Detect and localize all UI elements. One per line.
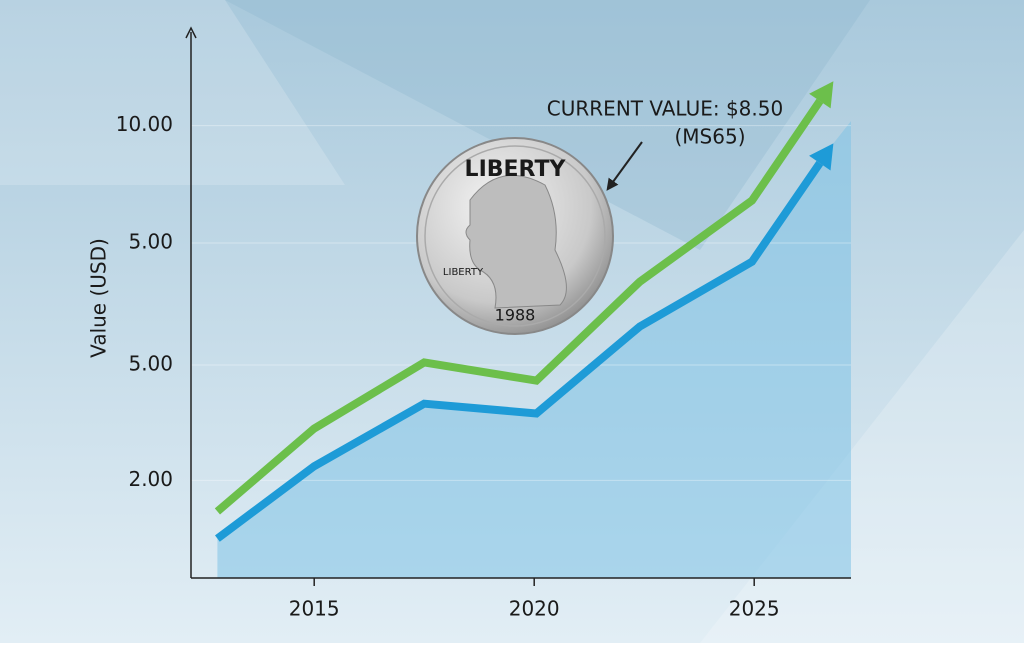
y-tick-label: 2.00 [128, 467, 173, 491]
line-arrowhead [809, 81, 834, 109]
annotation: (MS65) [674, 125, 745, 149]
y-tick-label: 10.00 [116, 112, 173, 136]
area [217, 121, 851, 578]
coin-text: LIBERTY [443, 267, 484, 278]
coin-rim [424, 145, 606, 327]
annotation: CURRENT VALUE: $8.50 [547, 97, 783, 121]
x-tick-label: 2020 [509, 597, 560, 621]
annotation-arrow [606, 141, 643, 191]
coin-year: 1988 [495, 306, 536, 325]
bg-shape [0, 0, 345, 185]
line-arrowhead [809, 143, 834, 171]
line [215, 160, 824, 542]
bg-shape [225, 0, 870, 250]
x-tick-label: 2025 [729, 597, 780, 621]
y-axis-arrow [185, 26, 197, 39]
line [214, 98, 824, 515]
coin-text: LIBERTY [465, 157, 567, 182]
x-tick-label: 2015 [289, 597, 340, 621]
y-tick-label: 5.00 [128, 352, 173, 376]
y-axis-label: Value (USD) [87, 238, 111, 358]
coin: LIBERTY LIBERTY 1988 [416, 137, 614, 335]
coin-portrait [465, 174, 567, 309]
y-tick-label: 5.00 [128, 230, 173, 254]
